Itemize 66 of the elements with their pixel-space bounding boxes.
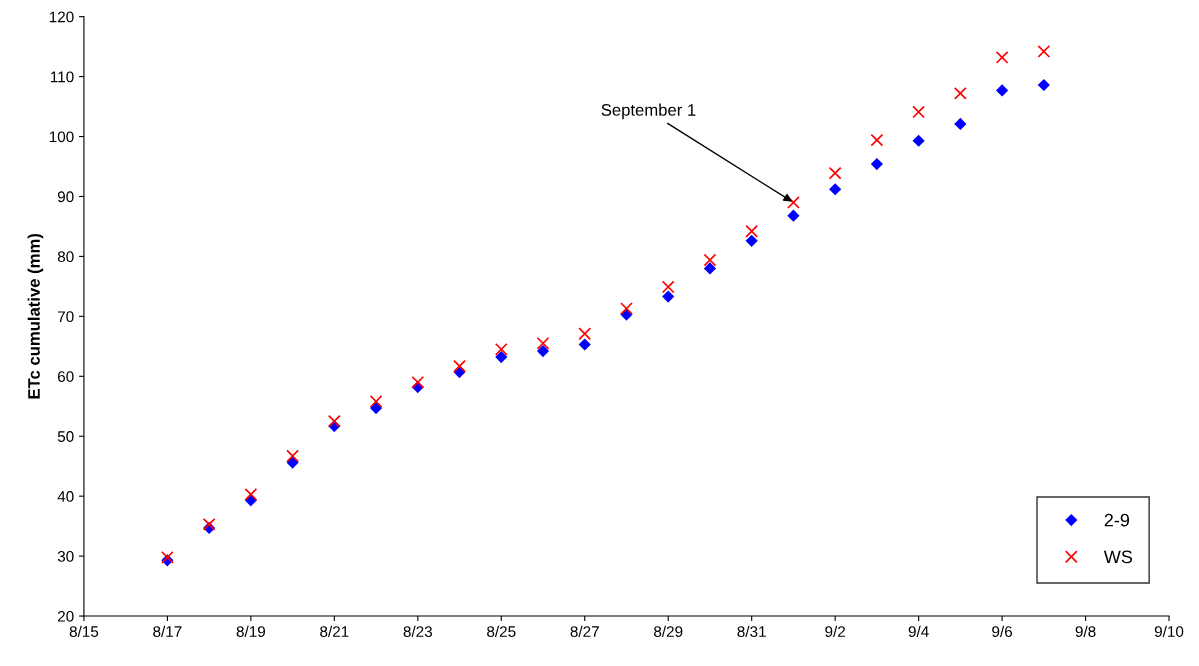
point	[537, 345, 549, 357]
x-tick-label: 9/2	[825, 625, 845, 637]
y-tick-label: 60	[57, 371, 74, 382]
y-tick-label: 20	[57, 610, 74, 622]
x-tick-label: 8/21	[320, 625, 349, 637]
y-tick-label: 70	[58, 311, 74, 323]
y-tick-label: 80	[57, 251, 74, 263]
point	[286, 456, 299, 469]
x-tick-label: 8/19	[236, 625, 266, 637]
point	[411, 375, 425, 389]
point	[871, 158, 883, 170]
x-tick-label: 9/8	[1075, 625, 1096, 637]
point	[912, 105, 926, 119]
point	[495, 351, 508, 363]
x-tick-label: 9/6	[992, 625, 1013, 637]
x-tick-label: 8/31	[737, 625, 766, 637]
y-tick-label: 110	[51, 71, 74, 83]
x-tick-label: 9/10	[1154, 625, 1184, 637]
point	[578, 338, 591, 351]
point	[661, 280, 675, 294]
point	[745, 224, 759, 238]
point	[1038, 79, 1050, 91]
point	[787, 196, 800, 209]
y-tick-label: 100	[49, 131, 74, 143]
point	[369, 395, 383, 408]
point	[787, 209, 800, 222]
x-tick-label: 8/27	[570, 625, 599, 637]
point	[912, 134, 925, 147]
point	[244, 487, 258, 501]
point	[578, 327, 592, 341]
point	[745, 235, 758, 247]
point	[370, 402, 382, 414]
point	[703, 253, 717, 267]
x-tick-label: 8/15	[69, 625, 99, 637]
point	[1037, 45, 1051, 58]
x-tick-label: 8/23	[403, 625, 432, 637]
point	[453, 359, 466, 373]
y-tick-label: 120	[49, 11, 74, 23]
point	[161, 550, 174, 564]
x-tick-label: 8/17	[153, 625, 182, 637]
x-tick-label: 8/29	[654, 625, 683, 637]
legend-label: WS	[1103, 550, 1133, 564]
point	[286, 449, 299, 463]
y-tick-label: 30	[57, 550, 74, 562]
point	[870, 133, 884, 147]
y-axis-title: ETc cumulative (mm)	[27, 233, 44, 399]
point	[953, 86, 967, 100]
point	[536, 336, 550, 350]
y-tick-label: 50	[57, 431, 74, 442]
point	[662, 290, 674, 303]
x-tick-label: 8/25	[487, 625, 516, 637]
point	[704, 262, 716, 275]
annotation: September 1	[601, 103, 696, 120]
point	[996, 84, 1008, 97]
point	[829, 183, 841, 196]
point	[327, 414, 341, 428]
point	[828, 166, 842, 180]
point	[995, 51, 1009, 64]
point	[202, 517, 216, 531]
point	[954, 118, 967, 130]
legend-label: 2-9	[1104, 513, 1130, 527]
point	[494, 342, 508, 356]
x-tick-label: 9/4	[908, 625, 929, 637]
y-tick-label: 90	[57, 191, 74, 203]
y-tick-label: 40	[57, 491, 74, 502]
point	[620, 302, 633, 315]
